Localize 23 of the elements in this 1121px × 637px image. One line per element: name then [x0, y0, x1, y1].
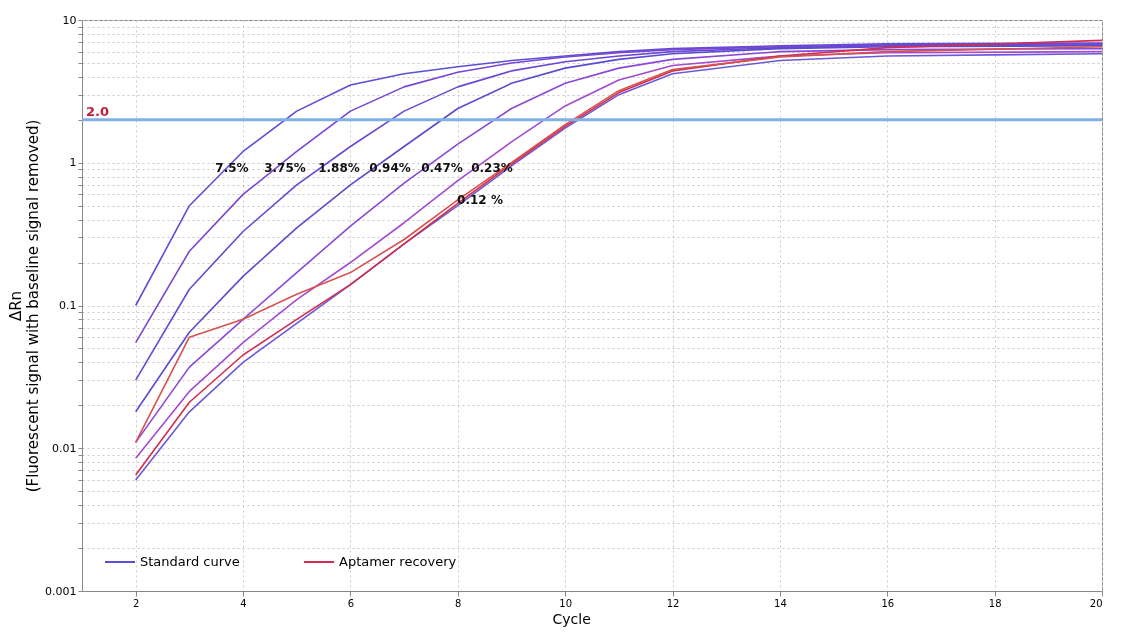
- y-tick-label: 0.1: [59, 299, 77, 312]
- legend-label: Aptamer recovery: [339, 554, 457, 569]
- y-tick-label: 0.01: [52, 441, 77, 455]
- annotation: 1.88%: [318, 161, 360, 175]
- x-tick-label: 14: [774, 597, 787, 609]
- x-tick-label: 2: [133, 597, 140, 609]
- x-tick-label: 6: [347, 597, 355, 609]
- y-axis-title: ΔRn (Fluorescent signal with baseline signal removed): [7, 119, 43, 493]
- y-tick-label: 0.001: [45, 584, 77, 598]
- x-axis-title: Cycle: [552, 610, 591, 627]
- x-tick-label: 4: [240, 597, 247, 609]
- annotation: 0.47%: [421, 161, 463, 175]
- x-tick-label: 12: [666, 597, 680, 609]
- y-tick-label: 1: [69, 156, 77, 170]
- x-tick-label: 16: [881, 597, 895, 609]
- x-tick-label: 8: [455, 597, 462, 609]
- y-tick-label: 10: [62, 13, 77, 27]
- annotation: 0.94%: [369, 161, 411, 175]
- legend-label: Standard curve: [140, 554, 240, 569]
- x-tick-label: 20: [1089, 597, 1103, 609]
- ref-line-label: 2.0: [86, 103, 110, 119]
- x-tick-label: 10: [559, 597, 573, 609]
- x-tick-label: 18: [988, 597, 1002, 609]
